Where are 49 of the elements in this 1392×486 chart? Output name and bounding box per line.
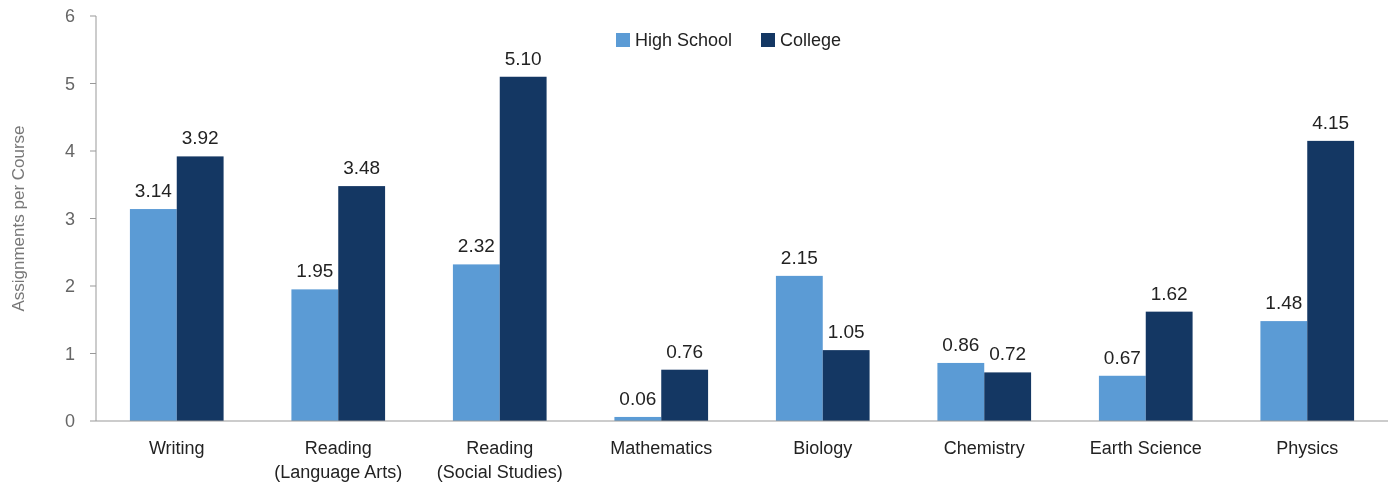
x-tick-label: Reading (Language Arts) xyxy=(274,438,403,482)
data-label: 3.48 xyxy=(343,157,381,179)
bar xyxy=(338,186,386,421)
y-axis-title: Assignments per Course xyxy=(9,125,28,312)
data-label: 1.48 xyxy=(1265,292,1303,314)
x-tick-label: Physics xyxy=(1276,438,1339,458)
x-tick-label: Earth Science xyxy=(1089,438,1202,458)
bar xyxy=(1307,140,1355,421)
data-label: 3.14 xyxy=(134,180,173,202)
data-label: 0.06 xyxy=(619,387,657,409)
bar xyxy=(775,275,823,421)
data-label: 1.95 xyxy=(296,260,334,282)
data-label: 1.05 xyxy=(827,321,865,343)
y-tick-label: 5 xyxy=(64,73,76,94)
legend-label: High School xyxy=(635,30,733,51)
y-tick-label: 4 xyxy=(64,141,76,162)
data-label: 0.67 xyxy=(1103,346,1141,368)
legend-label: College xyxy=(780,30,842,51)
bar xyxy=(291,289,339,421)
bar xyxy=(1098,375,1146,421)
bar xyxy=(937,362,985,421)
y-tick-label: 2 xyxy=(64,276,76,297)
data-label: 4.15 xyxy=(1312,111,1350,133)
x-tick-label: Biology xyxy=(793,438,853,458)
bar xyxy=(1260,321,1308,421)
bar xyxy=(822,350,870,421)
y-tick-label: 3 xyxy=(64,208,76,229)
bar xyxy=(176,156,224,421)
data-label: 0.72 xyxy=(989,343,1027,365)
bar xyxy=(129,209,177,421)
x-tick-label: Reading (Social Studies) xyxy=(436,438,563,482)
y-tick-label: 0 xyxy=(64,411,76,432)
x-tick-label: Mathematics xyxy=(610,438,713,458)
y-tick-label: 1 xyxy=(64,343,76,364)
x-tick-label: Chemistry xyxy=(943,438,1025,458)
data-label: 5.10 xyxy=(504,47,542,69)
bar xyxy=(661,369,709,421)
data-label: 3.92 xyxy=(181,127,219,149)
bar xyxy=(452,264,500,421)
data-label: 0.76 xyxy=(666,340,704,362)
y-tick-label: 6 xyxy=(64,6,76,27)
bar xyxy=(984,372,1032,421)
data-label: 2.15 xyxy=(780,246,818,268)
data-label: 1.62 xyxy=(1150,282,1188,304)
bar xyxy=(499,76,547,421)
bar xyxy=(1145,311,1193,421)
x-tick-label: Writing xyxy=(148,438,205,458)
data-label: 0.86 xyxy=(942,333,980,355)
data-label: 2.32 xyxy=(457,235,495,257)
